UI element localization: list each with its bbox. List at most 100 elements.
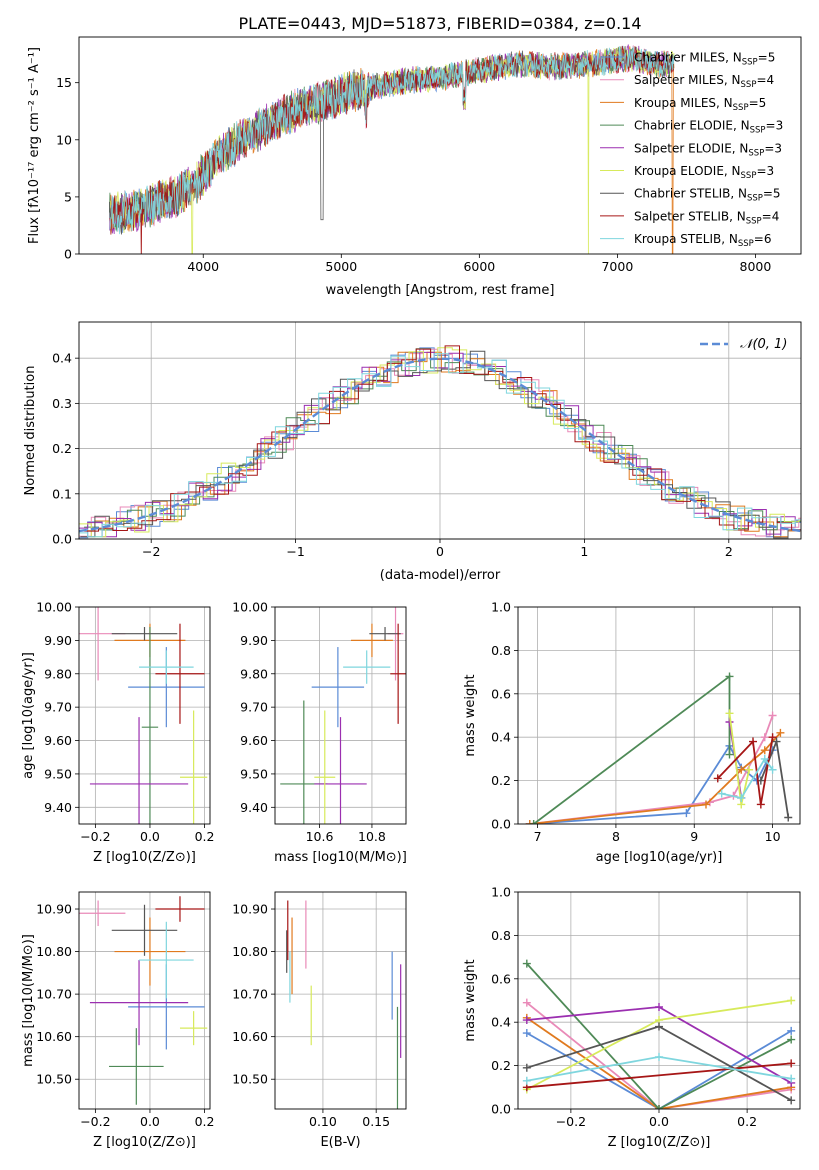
weight_vs_age-xlabel: age [log10(age/yr)] (596, 850, 723, 865)
weight_vs_age-ytick-label: 0.8 (491, 643, 511, 658)
weight-marker (725, 709, 734, 718)
mass_vs_Z-xtick-label: 0.2 (195, 1114, 215, 1129)
legend-label: Salpeter MILES, NSSP=4 (634, 73, 774, 90)
age_vs_Z-ytick-label: 9.60 (44, 733, 72, 748)
spectrum-panel: 4000 5000 6000 7000 8000 0 5 10 15 wavelength [An… (27, 36, 802, 298)
spectrum-marks (109, 44, 675, 254)
weight-marker (784, 813, 793, 822)
residuals-ytick-label: 0.3 (52, 396, 72, 411)
mass_vs_ebv-marks (286, 900, 402, 1109)
age_vs_mass-ytick-label: 9.80 (240, 666, 268, 681)
weight-marker (787, 1074, 796, 1083)
legend-subscript: SSP (741, 171, 757, 181)
weight-marker (756, 800, 765, 809)
spectrum-xlabel: wavelength [Angstrom, rest frame] (326, 283, 555, 298)
residuals-ytick-label: 0.4 (52, 351, 72, 366)
weight-marker (702, 800, 710, 809)
gaussian-curve (79, 357, 801, 533)
weight-marker (529, 820, 538, 824)
weight-line (526, 1062, 792, 1089)
weight-marker (522, 998, 531, 1007)
weight-marker (768, 733, 777, 742)
mass_vs_Z-xtick-label: 0.0 (140, 1114, 160, 1129)
age_vs_mass-ytick-label: 9.90 (240, 633, 268, 648)
errorbar-point (79, 900, 126, 927)
legend-nssp: =5 (749, 96, 767, 110)
errorbar-point (179, 710, 208, 824)
mass_vs_Z-panel: −0.2 0.0 0.2 10.50 10.60 10.70 10.80 10.90 Z [lo… (21, 891, 215, 1150)
weight-marker (787, 1035, 796, 1044)
mass_vs_ebv-ytick-label: 10.60 (232, 1029, 268, 1044)
errorbar-point (390, 623, 406, 724)
age_vs_Z-xtick-label: 0.2 (195, 829, 215, 844)
residuals-xtick-label: 0 (436, 544, 444, 559)
weight-marker (522, 1016, 531, 1025)
mass_vs_Z-ytick-label: 10.70 (36, 987, 72, 1002)
weight-line (526, 1017, 792, 1109)
spectrum-line (109, 46, 675, 235)
mass_vs_Z-ytick-label: 10.80 (36, 944, 72, 959)
mass_vs_ebv-ytick-label: 10.50 (232, 1072, 268, 1087)
weight-marker (737, 765, 746, 774)
weight-marker (525, 820, 534, 824)
mass_vs_Z-xlabel: Z [log10(Z/Z⊙)] (93, 1135, 196, 1150)
legend-subscript: SSP (742, 58, 758, 68)
legend-subscript: SSP (733, 103, 749, 113)
legend-nssp: =6 (754, 232, 772, 246)
legend-nssp: =3 (766, 119, 784, 133)
weight-marker (725, 672, 734, 681)
age_vs_Z-ytick-label: 9.80 (44, 666, 72, 681)
weight-marker (787, 1059, 796, 1068)
legend-subscript: SSP (741, 80, 757, 90)
age_vs_mass-ytick-label: 9.60 (240, 733, 268, 748)
spectrum-ytick-label: 5 (64, 189, 72, 204)
age_vs_mass-xlabel: mass [log10(M/M⊙)] (274, 850, 407, 865)
weight_vs_Z-xlabel: Z [log10(Z/Z⊙)] (608, 1135, 711, 1150)
weight_vs_Z-ylabel: mass weight (463, 959, 478, 1041)
weight_vs_Z-marks (522, 959, 796, 1109)
legend-nssp: =5 (763, 187, 781, 201)
residuals-xtick-label: 1 (580, 544, 588, 559)
weight_vs_Z-ytick-label: 0.8 (491, 928, 511, 943)
mass_vs_Z-xtick-label: −0.2 (80, 1114, 110, 1129)
spectrum-ytick-label: 0 (64, 247, 72, 262)
residuals-xtick-label: −2 (142, 544, 160, 559)
age_vs_mass-xtick-label: 10.8 (358, 829, 386, 844)
age_vs_mass-ytick-label: 9.50 (240, 766, 268, 781)
legend-label: Chabrier MILES, NSSP=5 (634, 51, 775, 68)
errorbar-point (314, 717, 367, 824)
mass_vs_ebv-ytick-label: 10.70 (232, 987, 268, 1002)
weight-marker (768, 711, 777, 720)
weight-marker (713, 774, 722, 783)
weight_vs_age-marks (525, 672, 793, 824)
age_vs_Z-xtick-label: 0.0 (140, 829, 160, 844)
weight-marker (768, 765, 777, 774)
legend-subscript: SSP (746, 216, 762, 226)
mass_vs_ebv-xlabel: E(B-V) (320, 1135, 360, 1150)
weight_vs_age-xtick-label: 9 (690, 829, 698, 844)
mass_vs_Z-marks (79, 896, 208, 1105)
age_vs_mass-marks (280, 607, 406, 824)
weight-line (526, 1001, 792, 1109)
weight-marker (682, 809, 691, 818)
weight-marker (760, 746, 769, 755)
age_vs_Z-marks (79, 607, 208, 824)
mass_vs_Z-ytick-label: 10.50 (36, 1072, 72, 1087)
legend-nssp: =3 (764, 141, 782, 155)
legend-label: Salpeter ELODIE, NSSP=3 (634, 141, 782, 158)
weight-marker (522, 1063, 531, 1072)
weight_vs_Z-xtick-label: −0.2 (556, 1114, 586, 1129)
weight_vs_age-ytick-label: 0.6 (491, 686, 511, 701)
spectrum-xtick-label: 7000 (601, 259, 633, 274)
weight_vs_age-xtick-label: 7 (534, 829, 542, 844)
residual-histogram (80, 350, 801, 539)
errorbar-point (89, 717, 189, 824)
legend-nssp: =3 (756, 164, 774, 178)
weight-marker (655, 1052, 663, 1061)
spectrum-ytick-label: 15 (56, 75, 72, 90)
residuals-panel: −2 −1 0 1 2 0.0 0.1 0.2 0.3 0.4 (data-model)/error… (23, 321, 802, 583)
weight-marker (749, 737, 757, 746)
weight-marker (745, 765, 754, 774)
mass_vs_ebv-ytick-label: 10.90 (232, 902, 268, 917)
weight_vs_Z-frame (517, 891, 801, 1110)
